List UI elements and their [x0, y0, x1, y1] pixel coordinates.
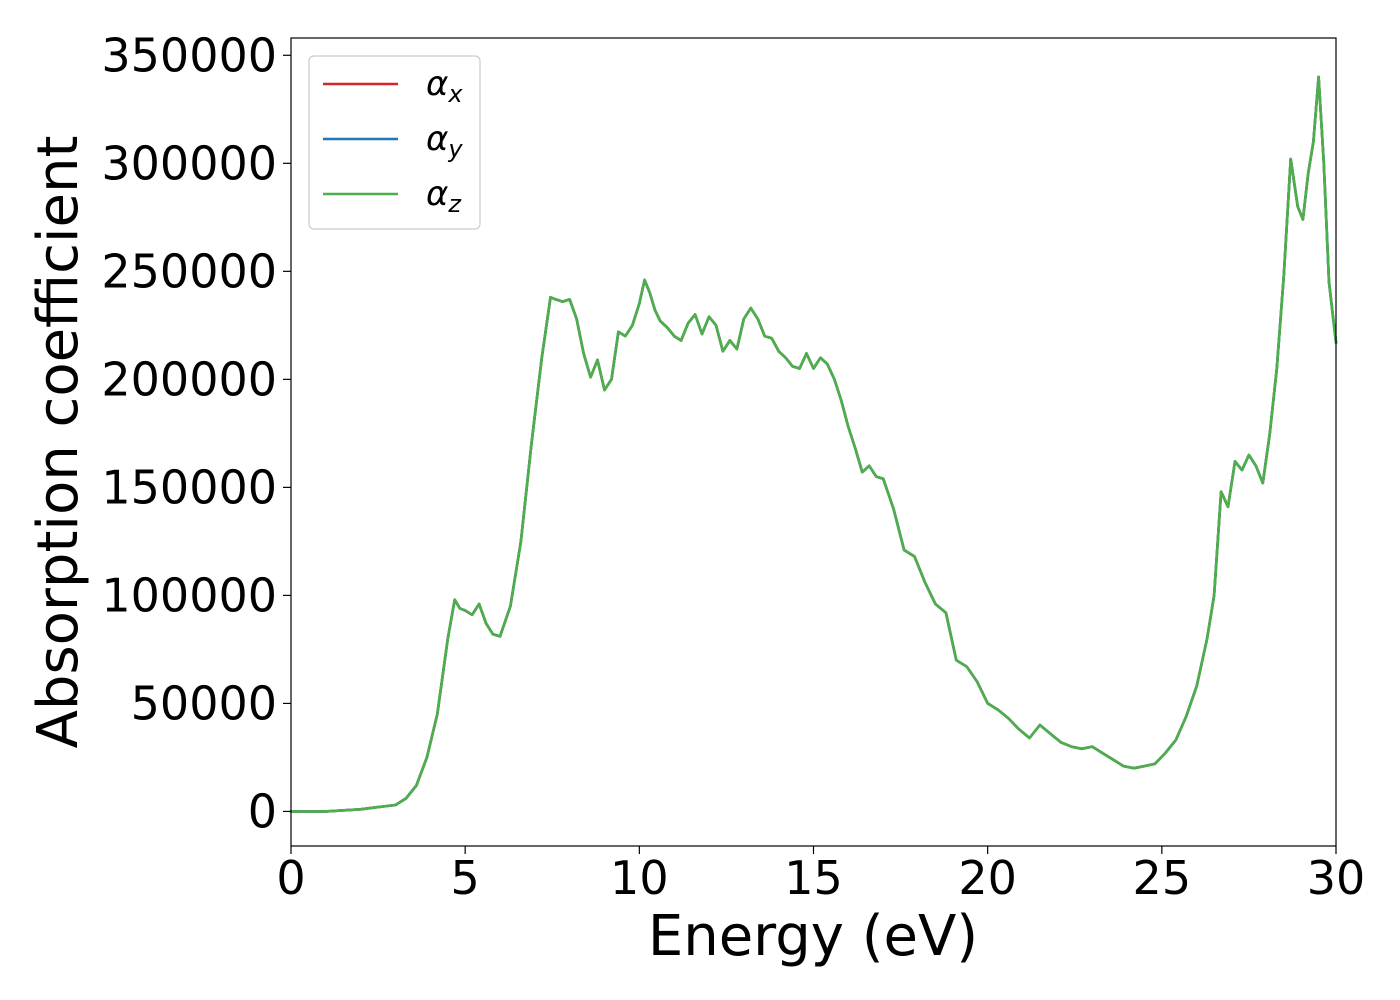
legend-label-2: αy — [426, 119, 463, 163]
x-tick-label: 15 — [784, 851, 843, 905]
legend-label-3: αz — [426, 174, 462, 218]
y-tick-label: 150000 — [101, 460, 277, 514]
x-tick-label: 5 — [451, 851, 480, 905]
x-axis-label: Energy (eV) — [648, 904, 978, 969]
x-axis-ticks: 0 5 10 15 20 25 30 — [276, 846, 1365, 905]
x-tick-label: 25 — [1133, 851, 1192, 905]
series-line-3 — [289, 75, 1338, 813]
plot-lines — [289, 75, 1338, 813]
y-tick-label: 0 — [248, 784, 277, 838]
x-tick-label: 10 — [610, 851, 669, 905]
x-tick-label: 0 — [276, 851, 305, 905]
legend: αx αy αz — [308, 55, 481, 230]
legend-label-1: αx — [426, 64, 463, 108]
y-tick-label: 300000 — [101, 136, 277, 190]
y-tick-label: 200000 — [101, 352, 277, 406]
y-tick-label: 50000 — [131, 676, 277, 730]
y-tick-label: 100000 — [101, 568, 277, 622]
x-tick-label: 30 — [1307, 851, 1366, 905]
x-tick-label: 20 — [958, 851, 1017, 905]
legend-box — [308, 55, 481, 230]
y-axis-ticks: 0 50000 100000 150000 200000 250000 300000 3500… — [101, 28, 291, 838]
y-tick-label: 350000 — [101, 28, 277, 82]
y-tick-label: 250000 — [101, 244, 277, 298]
y-axis-label: Absorption coefficient — [26, 136, 91, 749]
